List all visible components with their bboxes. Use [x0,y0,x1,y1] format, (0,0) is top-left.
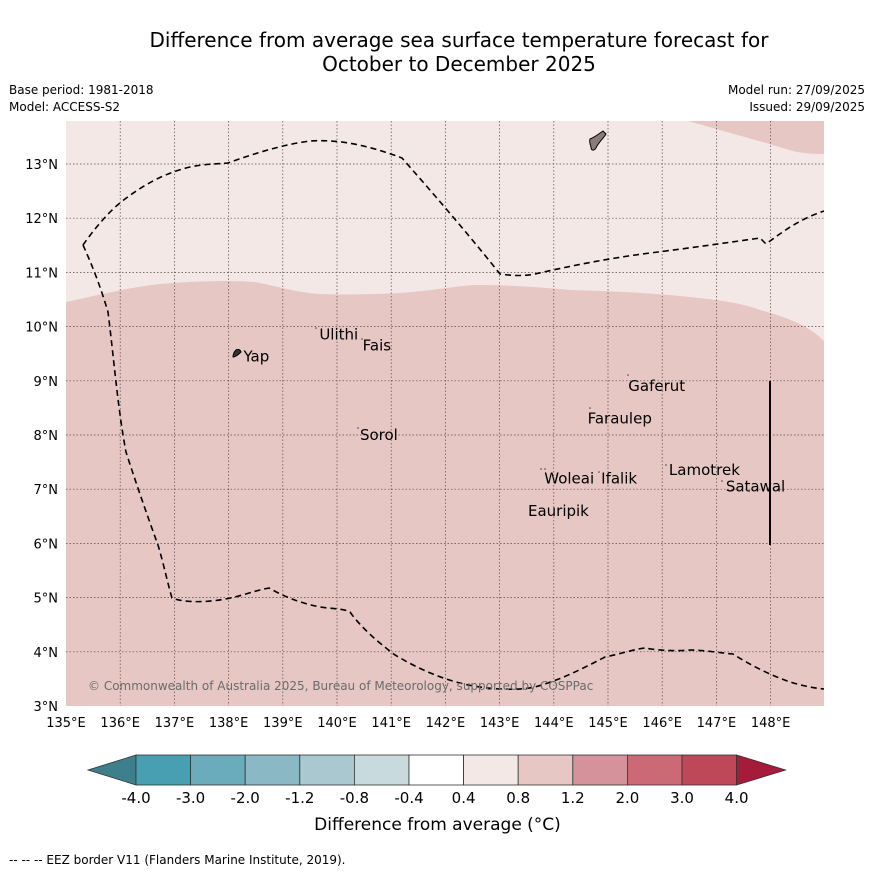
x-tick-label: 135°E [46,716,86,731]
colorbar-extend-high [736,754,787,786]
x-tick-label: 145°E [588,716,628,731]
x-tick-label: 137°E [155,716,195,731]
y-tick-labels: 3°N 4°N 5°N 6°N 7°N 8°N 9°N 10°N 11°N 12°N 13°N [25,158,58,715]
colorbar-swatch [299,754,355,786]
colorbar-swatch [353,754,410,786]
model-name: Model: ACCESS-S2 [9,100,121,114]
colorbar-swatch [627,754,683,786]
x-tick-label: 138°E [209,716,249,731]
meta-right: Model run: 27/09/2025 Issued: 29/09/2025 [728,82,865,116]
y-tick-label: 9°N [34,375,59,390]
colorbar-swatch [190,754,246,786]
x-tick-label: 148°E [751,716,791,731]
colorbar-label: 0.4 [452,789,476,807]
x-tick-label: 144°E [534,716,574,731]
y-tick-label: 5°N [34,592,59,607]
yap-island-icon [232,348,242,358]
y-tick-label: 11°N [25,266,58,281]
y-tick-label: 7°N [34,483,59,498]
colorbar-label: -3.0 [176,789,205,807]
y-tick-label: 12°N [25,212,58,227]
eez-border [82,139,825,277]
place-label: Gaferut [628,377,685,395]
title-line-1: Difference from average sea surface temp… [149,28,769,52]
title-line-2: October to December 2025 [322,52,596,76]
place-label: Lamotrek [669,461,740,479]
colorbar [86,754,787,786]
y-tick-label: 3°N [34,700,59,715]
x-tick-label: 140°E [317,716,357,731]
place-label: Sorol [360,426,398,444]
colorbar-labels: -4.0 -3.0 -2.0 -1.2 -0.8 -0.4 0.4 0.8 1.2 2.0 3.0 4… [121,789,748,807]
island-dots [315,327,723,482]
issued-date: Issued: 29/09/2025 [749,100,865,114]
model-run: Model run: 27/09/2025 [727,83,865,97]
map-title: Difference from average sea surface temp… [0,28,873,76]
colorbar-swatch [517,754,574,786]
x-tick-label: 136°E [100,716,140,731]
colorbar-label: -2.0 [231,789,260,807]
place-label: Woleai [544,469,594,487]
place-label: Eauripik [528,502,589,520]
place-label: Satawal [726,477,785,495]
map-grid [66,121,824,706]
place-label: Yap [242,347,269,365]
eez-legend-note: -- -- -- EEZ border V11 (Flanders Marine… [9,853,346,867]
x-tick-label: 146°E [642,716,682,731]
colorbar-label: 2.0 [615,789,639,807]
colorbar-title: Difference from average (°C) [314,815,561,835]
colorbar-swatch [681,754,737,786]
map-plot-area: Yap Ulithi Fais Gaferut Faraulep Sorol Woleai I… [66,121,825,706]
colorbar-swatch [135,754,191,786]
copyright-text: © Commonwealth of Australia 2025, Bureau… [88,679,593,693]
colorbar-label: -4.0 [121,789,150,807]
colorbar-swatch [463,754,519,786]
anomaly-zone-dark [66,280,824,706]
y-tick-label: 8°N [34,429,59,444]
place-label: Ulithi [319,326,358,344]
colorbar-label: -0.8 [340,789,369,807]
colorbar-extend-low [86,754,137,786]
colorbar-label: -1.2 [285,789,314,807]
base-period: Base period: 1981-2018 [9,83,154,97]
place-labels: Yap Ulithi Fais Gaferut Faraulep Sorol Woleai I… [242,326,785,520]
colorbar-swatch [244,754,301,786]
colorbar-label: 1.2 [561,789,585,807]
colorbar-label: -0.4 [394,789,423,807]
x-tick-labels: 135°E 136°E 137°E 138°E 139°E 140°E 141°E 142°E… [46,716,790,731]
place-label: Ifalik [601,469,637,487]
colorbar-swatch [572,754,628,786]
eez-border-west [82,244,825,691]
x-tick-label: 141°E [371,716,411,731]
x-tick-label: 139°E [263,716,303,731]
colorbar-label: 3.0 [670,789,694,807]
colorbar-swatch [408,754,464,786]
colorbar-label: 0.8 [506,789,530,807]
x-tick-label: 143°E [480,716,520,731]
place-label: Fais [363,337,392,355]
y-tick-label: 6°N [34,537,59,552]
y-tick-label: 10°N [25,321,58,336]
place-label: Faraulep [588,410,652,428]
y-tick-label: 4°N [34,646,59,661]
colorbar-label: 4.0 [725,789,749,807]
guam-island-icon [589,130,607,151]
x-tick-label: 147°E [697,716,737,731]
x-tick-label: 142°E [426,716,466,731]
anomaly-zone-dark-ne [688,121,824,154]
meta-left: Base period: 1981-2018 Model: ACCESS-S2 [9,82,154,116]
y-tick-label: 13°N [25,158,58,173]
